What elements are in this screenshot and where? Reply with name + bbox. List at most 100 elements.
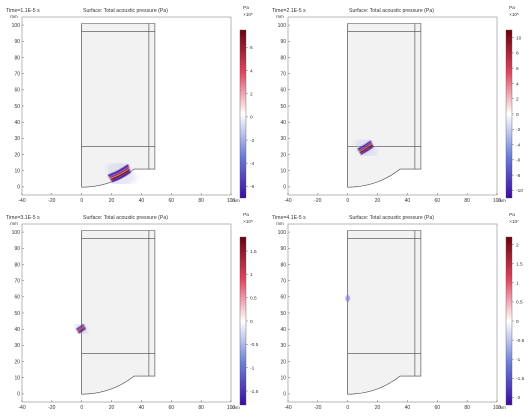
y-tick-label: 90	[280, 39, 286, 45]
colorbar-tick-label: 0.5	[250, 295, 257, 301]
x-tick-label: 100	[227, 198, 236, 204]
y-tick-label: 40	[14, 327, 20, 333]
colorbar-tick-label: 1	[516, 281, 519, 287]
y-tick-label: 50	[280, 104, 286, 110]
pressure-spot	[345, 294, 350, 302]
colorbar	[239, 236, 247, 406]
y-tick-label: 50	[14, 104, 20, 110]
plot-title: Surface: Total acoustic pressure (Pa)	[83, 8, 168, 14]
x-tick-label: 60	[169, 405, 175, 411]
x-tick-label: -40	[18, 405, 25, 411]
y-tick-label: 0	[17, 392, 20, 398]
colorbar-unit: Pa	[509, 212, 515, 218]
y-axis-label: mm	[276, 221, 284, 226]
colorbar-tick-label: 1	[250, 272, 253, 278]
plot-title: Surface: Total acoustic pressure (Pa)	[349, 215, 434, 221]
y-tick-label: 20	[14, 152, 20, 158]
wavefront-core	[77, 326, 85, 332]
x-tick-label: 100	[493, 198, 502, 204]
domain-region	[81, 230, 156, 395]
colorbar-tick-label: -8	[516, 173, 521, 179]
x-tick-label: 0	[80, 405, 83, 411]
colorbar-tick-label: 10	[516, 35, 522, 41]
x-tick-label: 60	[435, 405, 441, 411]
wavefront-core	[109, 168, 130, 179]
wavefront-band	[109, 166, 130, 179]
domain-region	[347, 230, 422, 395]
colorbar-tick-label: 8	[516, 51, 519, 57]
x-tick-label: 40	[139, 198, 145, 204]
x-axis-label: mm	[232, 198, 240, 203]
y-axis-label: mm	[276, 14, 284, 19]
colorbar-tick-label: 2	[516, 242, 519, 248]
plot-panel-3: Time=3.1E-5 s Surface: Total acoustic pre…	[6, 212, 259, 411]
colorbar-tick-label: -1.5	[250, 389, 259, 395]
time-label: Time=4.1E-5 s	[272, 215, 306, 221]
y-tick-label: 50	[14, 311, 20, 317]
x-axis-label: mm	[498, 405, 506, 410]
y-axis-label: mm	[10, 221, 18, 226]
colorbar-exponent: ×10⁵	[509, 12, 519, 17]
time-label: Time=1.1E-5 s	[6, 8, 40, 14]
x-tick-label: 40	[405, 405, 411, 411]
y-tick-label: 30	[14, 343, 20, 349]
x-tick-label: 0	[346, 405, 349, 411]
y-tick-label: 90	[280, 246, 286, 252]
x-tick-label: -20	[314, 405, 321, 411]
x-tick-label: 80	[198, 405, 204, 411]
y-tick-label: 90	[14, 39, 20, 45]
colorbar-unit: Pa	[243, 212, 249, 218]
colorbar-tick-label: -1.5	[516, 376, 525, 382]
y-tick-label: 0	[283, 185, 286, 191]
x-tick-label: 20	[375, 198, 381, 204]
colorbar-tick-label: -6	[250, 184, 255, 190]
wavefront-band	[107, 164, 129, 177]
y-tick-label: 40	[14, 120, 20, 126]
wavefront-band	[111, 170, 131, 183]
x-tick-label: 100	[493, 405, 502, 411]
y-tick-label: 60	[280, 295, 286, 301]
y-axis-label: mm	[10, 14, 18, 19]
x-tick-label: 0	[80, 198, 83, 204]
y-tick-label: 100	[278, 230, 287, 236]
x-tick-label: 20	[109, 198, 115, 204]
colorbar	[505, 29, 513, 199]
y-tick-label: 0	[17, 185, 20, 191]
colorbar-tick-label: 0	[250, 319, 253, 325]
x-tick-label: 80	[198, 198, 204, 204]
plot-panel-1: Time=1.1E-5 s Surface: Total acoustic pre…	[6, 5, 255, 204]
y-tick-label: 0	[283, 392, 286, 398]
colorbar-tick-label: 2	[516, 97, 519, 103]
colorbar-tick-label: 6	[516, 66, 519, 72]
x-tick-label: 100	[227, 405, 236, 411]
y-tick-label: 80	[280, 55, 286, 61]
y-tick-label: 60	[280, 88, 286, 94]
wavefront-band	[357, 140, 372, 151]
wavefront-band	[358, 142, 373, 152]
x-axis-label: mm	[232, 405, 240, 410]
y-tick-label: 30	[280, 343, 286, 349]
y-tick-label: 70	[280, 71, 286, 77]
y-tick-label: 50	[280, 311, 286, 317]
colorbar-tick-label: 4	[250, 68, 253, 74]
colorbar-tick-label: -4	[250, 161, 255, 167]
colorbar-exponent: ×10⁵	[243, 219, 253, 224]
y-tick-label: 10	[14, 376, 20, 382]
wavefront-band	[76, 325, 85, 332]
colorbar-tick-label: -1	[516, 357, 521, 363]
x-tick-label: -20	[48, 198, 55, 204]
colorbar-tick-label: -2	[250, 138, 255, 144]
wavefront-band	[359, 143, 374, 154]
x-tick-label: -20	[48, 405, 55, 411]
colorbar-tick-label: 0	[516, 319, 519, 325]
colorbar-tick-label: -1	[250, 365, 255, 371]
colorbar-tick-label: -0.5	[516, 338, 525, 344]
colorbar-exponent: ×10⁵	[243, 12, 253, 17]
y-tick-label: 80	[14, 262, 20, 268]
colorbar-tick-label: 0	[516, 112, 519, 118]
y-tick-label: 70	[14, 71, 20, 77]
y-tick-label: 30	[14, 136, 20, 142]
colorbar-tick-label: -10	[516, 188, 523, 194]
x-tick-label: 40	[139, 405, 145, 411]
y-tick-label: 70	[14, 278, 20, 284]
